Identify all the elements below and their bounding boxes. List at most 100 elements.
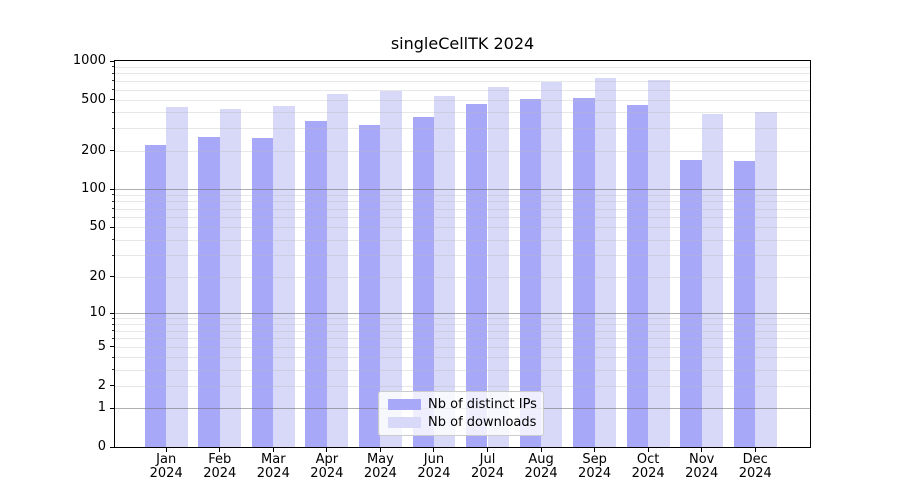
y-minor-tick [112,208,114,210]
y-gridline-minor [115,201,810,203]
x-tick [487,448,488,452]
bar-distinct-ips [412,117,434,447]
bar-distinct-ips [573,98,595,447]
y-minor-tick [112,356,114,358]
y-tick [110,385,114,387]
legend-swatch-distinct-ips [388,398,421,410]
x-tick-month: Nov [689,452,715,467]
y-tick [110,346,114,348]
y-minor-tick [112,194,114,196]
x-tick-month: Jan [156,452,177,467]
y-tick [110,226,114,228]
x-tick-month: Mar [261,452,286,467]
y-tick-label-50: 50 [89,219,106,235]
y-tick [110,446,114,448]
x-tick-label-apr: Apr 2024 [295,453,359,481]
legend-item-distinct-ips: Nb of distinct IPs [388,396,537,412]
bar-downloads [701,114,724,447]
x-tick [540,448,542,452]
bar-distinct-ips [626,104,649,447]
y-gridline-minor [115,369,810,371]
x-tick-label-dec: Dec 2024 [723,453,787,481]
bar-downloads [273,106,295,447]
x-tick [326,448,328,452]
y-gridline-minor [115,318,810,320]
y-gridline-minor [115,66,810,68]
y-minor-tick [112,323,114,325]
y-gridline-minor [115,346,810,348]
y-gridline-minor [115,217,810,219]
y-minor-tick [112,330,114,332]
bar-distinct-ips [733,161,756,447]
x-tick-year: 2024 [149,466,183,481]
y-tick-label-100: 100 [81,181,106,197]
x-tick-month: Sep [582,452,607,467]
legend-item-downloads: Nb of downloads [388,416,536,429]
y-minor-tick [112,89,114,90]
x-tick-label-mar: Mar 2024 [241,453,305,481]
bar-downloads [648,80,670,447]
legend-label-distinct-ips: Nb of distinct IPs [428,396,537,412]
x-tick [165,448,167,452]
plot-area: Nb of distinct IPs Nb of downloads [114,60,811,448]
y-gridline-minor [115,112,810,114]
y-minor-tick [112,317,114,319]
x-tick-year: 2024 [738,466,772,481]
y-tick [110,407,114,409]
y-minor-tick [112,216,114,218]
bar-downloads [380,91,402,447]
y-tick [110,188,114,190]
chart-title: singleCellTK 2024 [390,34,535,53]
x-tick-label-aug: Aug 2024 [509,453,573,481]
y-gridline-minor [115,194,810,196]
x-tick-year: 2024 [203,466,237,481]
x-tick-label-oct: Oct 2024 [616,453,680,481]
x-tick [219,448,221,452]
y-tick-label-5: 5 [97,338,106,354]
y-gridline-minor [115,227,810,229]
y-tick [110,312,114,314]
y-gridline-minor [115,150,810,152]
bar-downloads [487,86,509,447]
bar-downloads [166,107,188,447]
y-minor-tick [112,369,114,371]
x-tick-month: Jun [423,452,445,467]
x-tick-label-jun: Jun 2024 [402,453,466,481]
x-tick-month: May [366,452,394,467]
bar-distinct-ips [359,124,381,447]
x-tick-label-nov: Nov 2024 [670,453,734,481]
x-tick [754,448,756,452]
y-tick [110,150,114,152]
bar-distinct-ips [519,99,542,447]
y-gridline-minor [115,80,810,82]
y-minor-tick [112,200,114,202]
x-tick-year: 2024 [256,466,290,481]
y-tick-label-200: 200 [81,142,106,158]
y-gridline-minor [115,89,810,91]
y-gridline-minor [115,276,810,278]
y-gridline-minor [115,128,810,130]
bar-distinct-ips [144,145,167,447]
x-tick-month: Aug [528,452,554,467]
y-gridline-minor [115,255,810,257]
y-gridline-minor [115,239,810,241]
y-gridline-minor [115,99,810,101]
y-tick-label-1000: 1000 [72,53,106,68]
x-tick [433,448,435,452]
x-tick-month: Dec [742,452,768,467]
x-tick [594,448,596,452]
x-tick-label-may: May 2024 [348,453,412,481]
y-minor-tick [112,127,114,129]
bar-distinct-ips [251,138,274,447]
y-minor-tick [112,239,114,241]
y-gridline-minor [115,324,810,326]
y-tick-label-0: 0 [97,439,106,454]
y-tick-label-20: 20 [89,268,106,284]
x-tick-year: 2024 [578,466,612,481]
y-tick-label-2: 2 [97,377,106,393]
x-tick-year: 2024 [470,466,505,481]
y-gridline-minor [115,330,810,332]
x-tick-year: 2024 [417,466,451,481]
y-minor-tick [112,72,114,74]
